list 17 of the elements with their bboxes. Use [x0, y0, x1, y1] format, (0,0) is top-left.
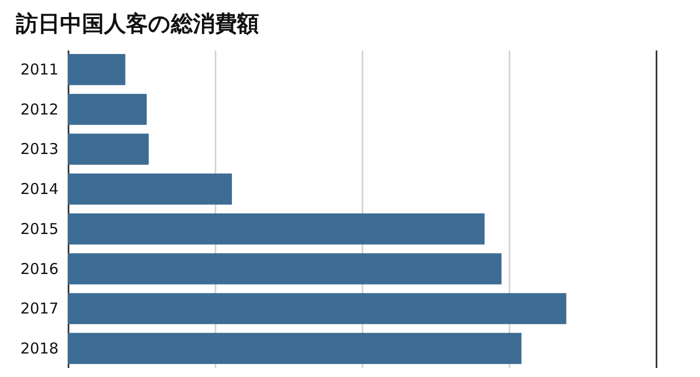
bar: [68, 174, 232, 205]
y-tick-label: 2013: [20, 140, 58, 158]
bar: [68, 213, 485, 244]
y-tick-label: 2011: [20, 60, 58, 79]
y-tick-label: 2015: [20, 220, 58, 238]
y-tick-label: 2017: [20, 300, 58, 318]
y-tick-label: 2014: [20, 180, 58, 198]
bar: [68, 293, 566, 324]
bar: [68, 332, 522, 364]
y-tick-label: 2012: [20, 100, 58, 118]
y-tick-label: 2016: [20, 260, 58, 278]
chart-title: 訪日中国人客の総消費額: [15, 11, 259, 37]
bar: [68, 253, 502, 284]
bar: [68, 134, 149, 165]
bar: [68, 54, 126, 86]
bar: [68, 94, 147, 125]
y-tick-label: 2018: [20, 339, 58, 358]
